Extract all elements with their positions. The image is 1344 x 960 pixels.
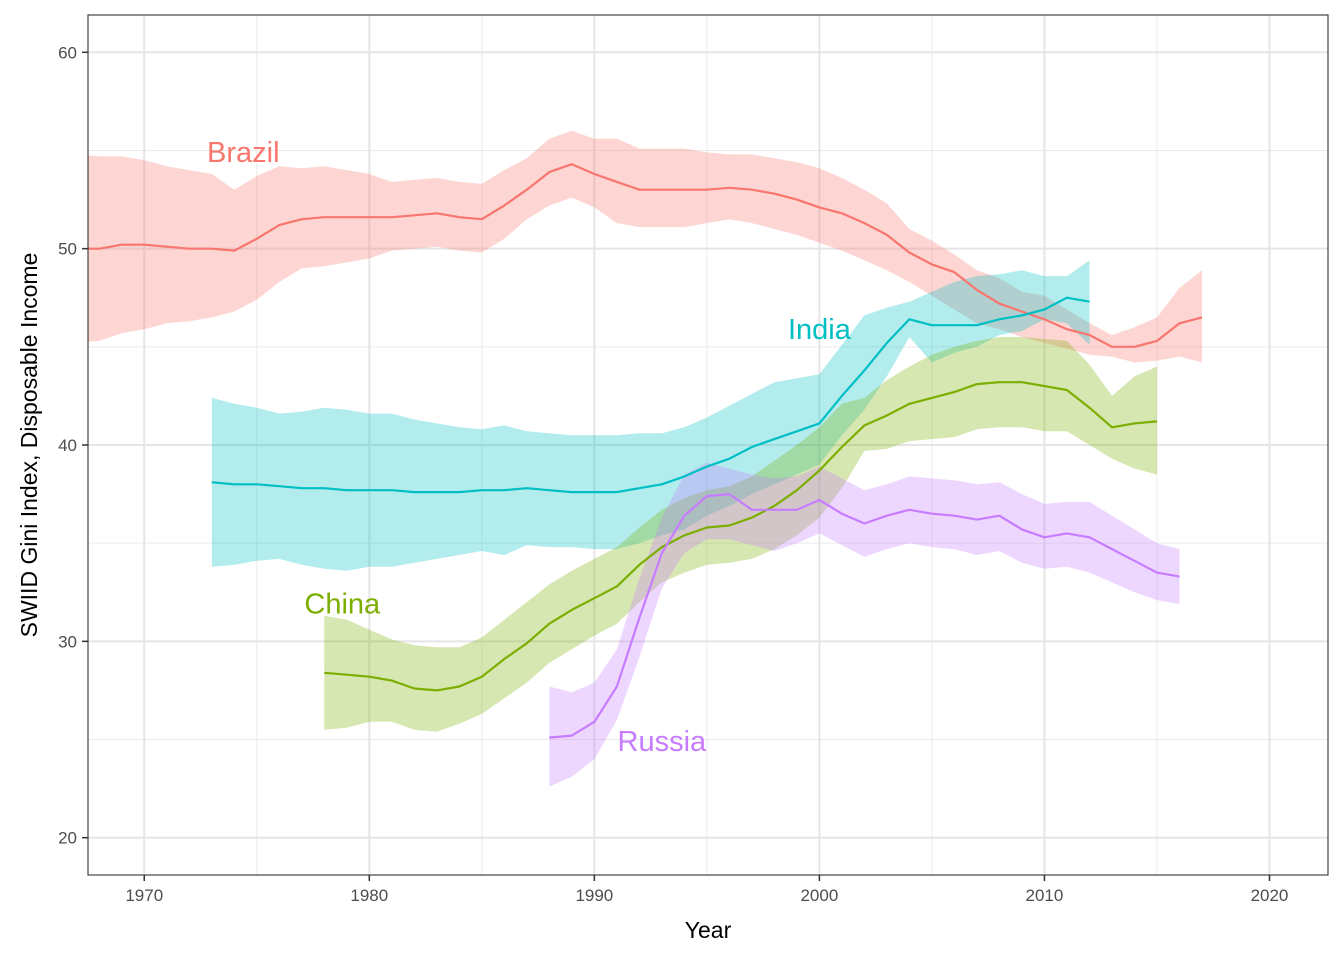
x-tick-label: 2000 bbox=[800, 886, 838, 905]
x-tick-label: 2010 bbox=[1026, 886, 1064, 905]
x-tick-label: 2020 bbox=[1251, 886, 1289, 905]
series-labels: Brazil India China Russia bbox=[207, 137, 852, 758]
russia-ribbon bbox=[549, 462, 1180, 787]
china-line bbox=[324, 381, 1158, 692]
y-tick-label: 60 bbox=[58, 43, 77, 62]
x-tick-label: 1990 bbox=[575, 886, 613, 905]
x-tick-label: 1980 bbox=[350, 886, 388, 905]
y-axis-title: SWIID Gini Index, Disposable Income bbox=[16, 253, 42, 638]
china-ribbon bbox=[324, 337, 1157, 732]
china-label: China bbox=[304, 589, 381, 621]
series-lines bbox=[88, 163, 1203, 739]
x-tick-label: 1970 bbox=[125, 886, 163, 905]
russia-label: Russia bbox=[618, 726, 708, 758]
india-label: India bbox=[788, 314, 852, 346]
russia-line bbox=[549, 493, 1180, 739]
brazil-label: Brazil bbox=[207, 137, 280, 169]
india-line bbox=[211, 296, 1090, 494]
brazil-ribbon bbox=[88, 130, 1202, 363]
brazil-line bbox=[88, 163, 1203, 348]
y-tick-label: 50 bbox=[58, 240, 77, 259]
y-tick-label: 20 bbox=[58, 829, 77, 848]
y-tick-label: 40 bbox=[58, 436, 77, 455]
y-axis: 20 30 40 50 60 bbox=[58, 43, 88, 848]
x-axis-title: Year bbox=[685, 917, 732, 943]
y-tick-label: 30 bbox=[58, 632, 77, 651]
grid-major bbox=[88, 15, 1328, 875]
x-axis: 1970 1980 1990 2000 2010 2020 bbox=[125, 875, 1288, 905]
